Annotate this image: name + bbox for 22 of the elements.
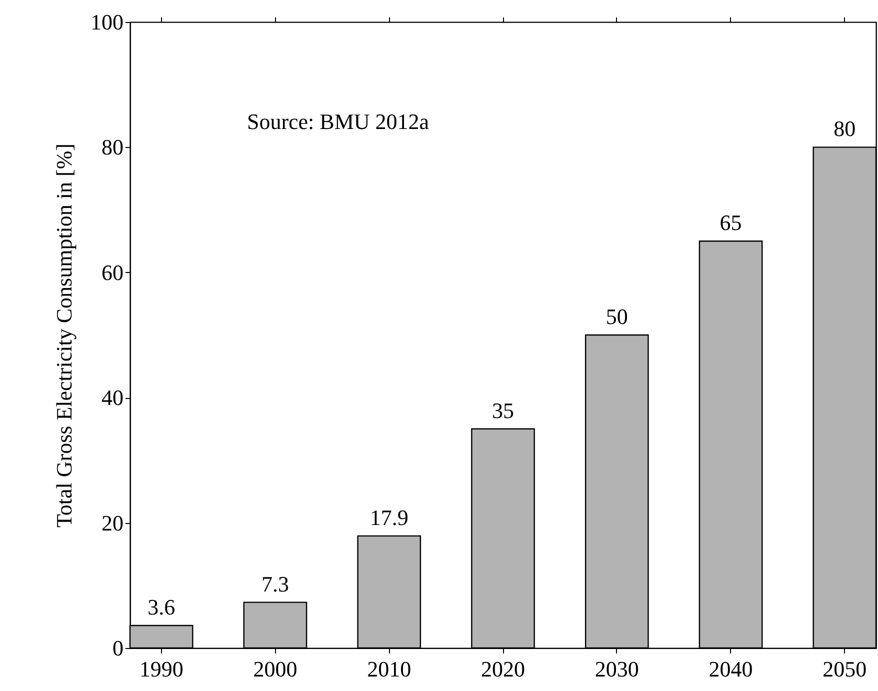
y-tick-label: 20 [102, 510, 124, 536]
y-tick-label: 80 [102, 134, 124, 160]
data-label: 3.6 [148, 594, 176, 620]
x-tick-label: 1990 [139, 656, 184, 682]
x-tick-label: 2000 [253, 656, 298, 682]
y-axis-title: Total Gross Electricity Consumption in [%] [52, 143, 76, 528]
data-label: 35 [492, 398, 514, 423]
data-label: 7.3 [261, 571, 289, 596]
x-tick-label: 2030 [594, 656, 639, 682]
x-tick-label: 2040 [708, 656, 753, 682]
y-tick-label: 0 [112, 636, 124, 660]
y-tick-label: 40 [102, 385, 124, 410]
x-tick-label: 2010 [367, 656, 412, 682]
y-tick-label: 60 [102, 260, 124, 285]
data-label: 65 [720, 210, 742, 236]
annotation: Source: BMU 2012a [246, 109, 430, 134]
x-tick-label: 2050 [822, 656, 867, 682]
data-label: 50 [606, 304, 628, 329]
data-label: 80 [834, 116, 856, 142]
x-tick-label: 2020 [481, 656, 525, 682]
y-tick-label: 100 [90, 10, 124, 34]
data-label: 17.9 [370, 504, 408, 530]
